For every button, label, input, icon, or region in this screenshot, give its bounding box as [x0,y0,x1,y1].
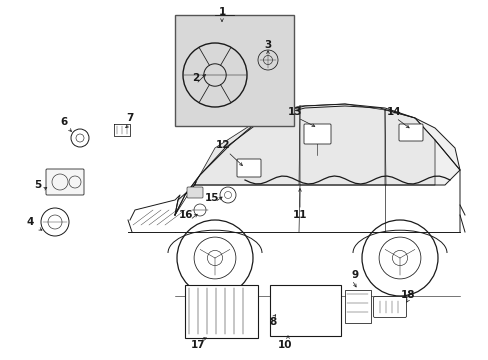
Polygon shape [384,110,434,185]
Text: 8: 8 [269,317,276,327]
Polygon shape [175,106,459,215]
Text: 7: 7 [126,113,133,123]
FancyBboxPatch shape [237,159,261,177]
Text: 2: 2 [192,73,199,83]
Polygon shape [195,106,299,185]
Text: 13: 13 [287,107,302,117]
Text: 15: 15 [204,193,219,203]
FancyBboxPatch shape [186,187,203,198]
Text: 6: 6 [60,117,67,127]
FancyBboxPatch shape [304,124,330,144]
Text: 9: 9 [351,270,358,280]
Text: 18: 18 [400,290,414,300]
FancyBboxPatch shape [184,284,257,338]
FancyBboxPatch shape [373,297,406,318]
FancyBboxPatch shape [46,169,84,195]
Text: 14: 14 [386,107,401,117]
FancyBboxPatch shape [344,289,370,323]
FancyBboxPatch shape [269,284,340,336]
FancyBboxPatch shape [398,124,422,141]
Text: 17: 17 [190,340,205,350]
Polygon shape [299,104,385,185]
Text: 16: 16 [179,210,193,220]
FancyBboxPatch shape [174,14,293,126]
Text: 10: 10 [277,340,292,350]
Text: 1: 1 [218,7,225,17]
FancyBboxPatch shape [273,300,295,316]
Text: 11: 11 [292,210,306,220]
Text: 5: 5 [34,180,41,190]
Text: 12: 12 [215,140,230,150]
Text: 3: 3 [264,40,271,50]
Text: 4: 4 [26,217,34,227]
